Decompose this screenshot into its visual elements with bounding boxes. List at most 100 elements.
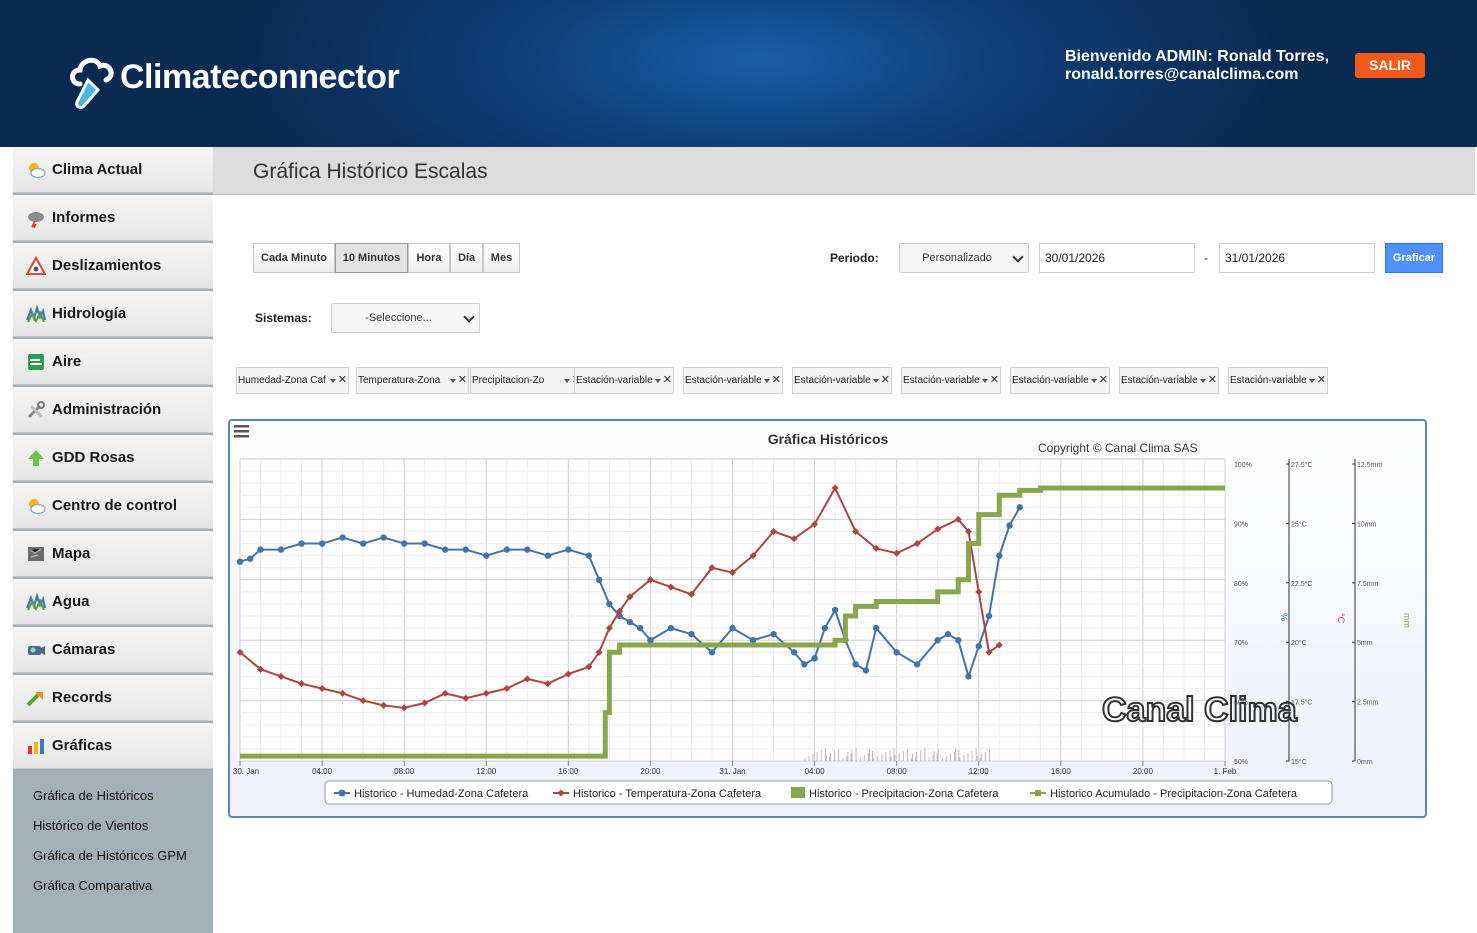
sidebar-item-mapa[interactable]: Mapa (13, 531, 213, 577)
precip-column (920, 750, 922, 761)
interval-10-minutes-button[interactable]: 10 Minutos (335, 243, 408, 273)
chevron-down-icon (450, 379, 456, 383)
sidebar-item-deslizamientos[interactable]: Deslizamientos (13, 243, 213, 289)
interval-day-button[interactable]: Día (450, 243, 483, 273)
variable-select-6[interactable]: Estación-variable ✕ (792, 367, 892, 394)
warning-icon (26, 255, 46, 275)
variable-select-10[interactable]: Estación-variable ✕ (1228, 367, 1328, 394)
precip-column (834, 751, 836, 761)
precip-column (924, 748, 926, 761)
interval-month-button[interactable]: Mes (483, 243, 520, 273)
systems-select[interactable]: -Seleccione... (331, 303, 480, 333)
series-point (565, 546, 572, 553)
series-point (442, 546, 449, 553)
series-line-4 (240, 485, 1225, 759)
series-point (821, 624, 829, 632)
sidebar-subitem[interactable]: Gráfica Comparativa (33, 878, 153, 893)
logout-button[interactable]: SALIR (1355, 53, 1425, 78)
water-icon (26, 591, 46, 611)
sidebar-item-records[interactable]: Records (13, 675, 213, 721)
sidebar-item-informes[interactable]: Informes (13, 195, 213, 241)
variable-select-1[interactable]: Humedad-Zona Caf ✕ (236, 367, 349, 394)
welcome-email: ronald.torres@canalclima.com (1065, 66, 1299, 83)
series-point (236, 558, 244, 565)
y-tick-label: 2.5mm (1357, 700, 1379, 707)
series-point (247, 555, 254, 562)
logo[interactable]: Climateconnector (66, 50, 400, 114)
chevron-down-icon (564, 379, 570, 383)
y-tick-label: 12.5mm (1357, 462, 1382, 469)
remove-icon[interactable]: ✕ (337, 374, 347, 386)
series-point (934, 637, 941, 644)
menu-icon (234, 435, 249, 438)
variable-select-3[interactable]: Precipitacion-Zo✕ (470, 367, 583, 394)
y-tick-label: 90% (1234, 521, 1248, 528)
variable-select-5[interactable]: Estación-variable ✕ (683, 367, 783, 394)
variable-select-2[interactable]: Temperatura-Zona ✕ (356, 367, 469, 394)
precip-column (954, 752, 956, 761)
sidebar-subitem[interactable]: Histórico de Vientos (33, 818, 149, 833)
y-tick-label: 27.5°C (1291, 461, 1312, 469)
x-tick-label: 16:00 (558, 767, 579, 776)
remove-icon[interactable]: ✕ (880, 374, 890, 386)
chart: Gráfica Históricos Copyright © Canal Clim… (233, 425, 1412, 805)
graph-button[interactable]: Graficar (1385, 243, 1443, 273)
sidebar-item-aire[interactable]: Aire (13, 339, 213, 385)
sidebar-item-camaras[interactable]: Cámaras (13, 627, 213, 673)
y-tick-label: 0mm (1357, 759, 1373, 766)
sidebar-item-graficas[interactable]: Gráficas (13, 723, 213, 769)
sidebar-subitem[interactable]: Gráfica de Históricos GPM (33, 848, 187, 863)
sidebar-item-agua[interactable]: Agua (13, 579, 213, 625)
precip-column (825, 755, 827, 761)
chevron-down-icon (982, 379, 988, 383)
date-to-input[interactable]: 31/01/2026 (1219, 243, 1375, 273)
sidebar-item-administracion[interactable]: Administración (13, 387, 213, 433)
variable-select-8[interactable]: Estación-variable ✕ (1010, 367, 1110, 394)
precip-column (976, 756, 978, 761)
x-tick-label: 12:00 (969, 767, 990, 776)
sidebar-item-clima-actual[interactable]: Clima Actual (13, 147, 213, 193)
remove-icon[interactable]: ✕ (662, 374, 672, 386)
series-point (605, 624, 613, 632)
precip-column (911, 758, 913, 761)
y-tick-label: 20°C (1291, 639, 1307, 647)
variable-select-9[interactable]: Estación-variable ✕ (1119, 367, 1219, 394)
sidebar-item-gdd-rosas[interactable]: GDD Rosas (13, 435, 213, 481)
remove-icon[interactable]: ✕ (1207, 374, 1217, 386)
sidebar-item-centro-de-control[interactable]: Centro de control (13, 483, 213, 529)
date-from-input[interactable]: 30/01/2026 (1039, 243, 1195, 273)
series-point (257, 546, 264, 553)
variable-select-value: Humedad-Zona Caf (238, 375, 326, 386)
series-point (975, 588, 983, 596)
remove-icon[interactable]: ✕ (989, 374, 999, 386)
variable-select-7[interactable]: Estación-variable ✕ (901, 367, 1001, 394)
precip-column (894, 755, 896, 761)
sun-cloud-icon (29, 498, 46, 514)
remove-icon[interactable]: ✕ (1316, 374, 1326, 386)
series-point (524, 546, 531, 553)
period-select[interactable]: Personalizado (899, 243, 1029, 273)
variable-select-value: Precipitacion-Zo (472, 375, 545, 386)
variable-select-4[interactable]: Estación-variable ✕ (574, 367, 674, 394)
series-point (965, 673, 972, 680)
series-point (544, 680, 552, 688)
remove-icon[interactable]: ✕ (771, 374, 781, 386)
sidebar: Clima Actual Informes Deslizamientos Hidrol… (13, 147, 213, 933)
sidebar-item-label: Clima Actual (52, 161, 143, 178)
y-axis-unit: °C (1336, 613, 1346, 624)
series-point (801, 661, 808, 668)
variable-select-value: Estación-variable (576, 375, 653, 386)
interval-every-minute-button[interactable]: Cada Minuto (253, 243, 335, 273)
sidebar-item-hidrologia[interactable]: Hidrología (13, 291, 213, 337)
chevron-down-icon (1012, 251, 1024, 263)
precip-column (915, 756, 917, 761)
interval-hour-button[interactable]: Hora (408, 243, 450, 273)
series-point (544, 552, 552, 559)
logo-text: Climateconnector (120, 58, 400, 96)
sidebar-subitem[interactable]: Gráfica de Históricos (33, 788, 154, 803)
series-point (955, 637, 962, 644)
sidebar-item-label: Deslizamientos (52, 257, 162, 274)
remove-icon[interactable]: ✕ (457, 374, 467, 386)
remove-icon[interactable]: ✕ (1098, 374, 1108, 386)
y-tick-label: 70% (1234, 640, 1248, 647)
